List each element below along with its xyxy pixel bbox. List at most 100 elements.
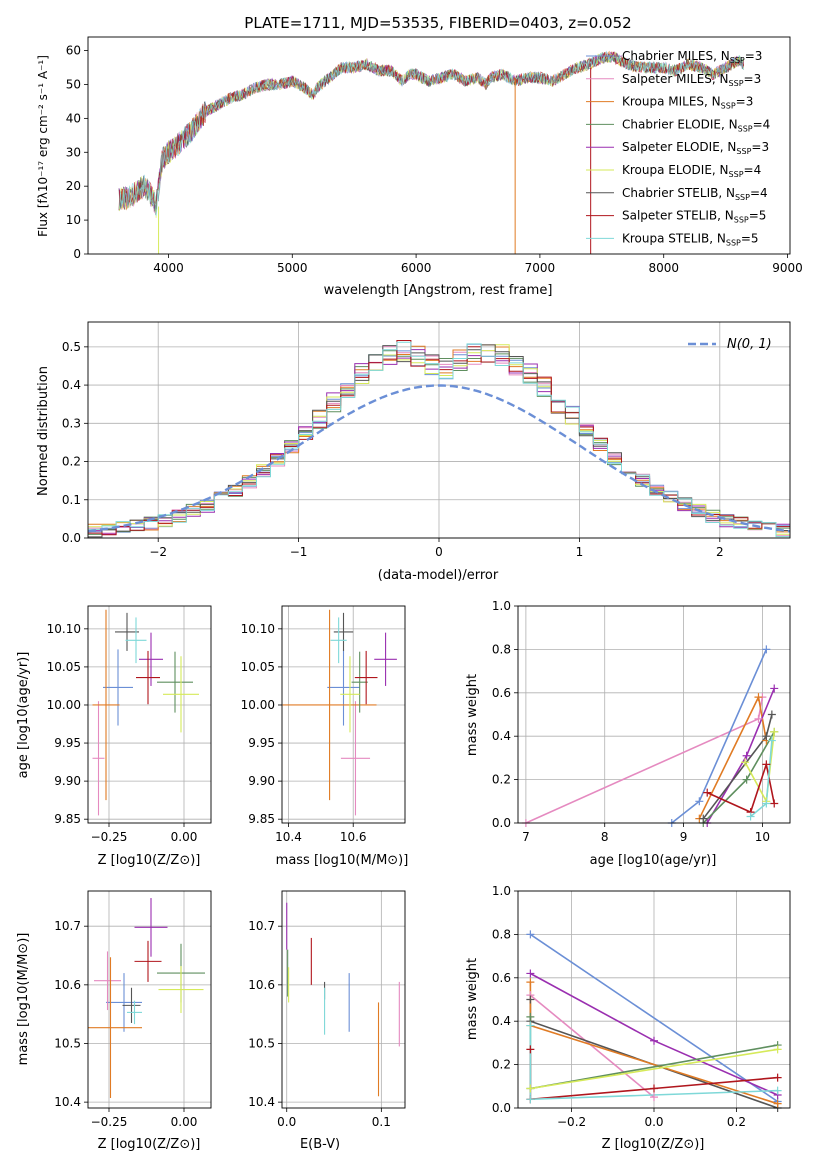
mass-age-ytick-label: 10.10 (241, 622, 275, 636)
z-weight-panel: −0.2 0.0 0.2 0.0 0.2 0.4 0.6 0.8 1.0 Z [log10(Z/… (465, 884, 791, 1152)
spectrum-ytick-label: 20 (66, 179, 81, 193)
spectrum-xtick-label: 6000 (401, 261, 432, 275)
z-weight-marker (526, 1021, 535, 1030)
age-weight-marker (762, 760, 771, 769)
z-weight-marker (650, 1036, 658, 1045)
age-weight-marker (767, 736, 776, 745)
spectrum-xtick-label: 4000 (153, 261, 184, 275)
z-mass-ylabel: mass [log10(M/M⊙)] (16, 933, 31, 1066)
z-mass-points (88, 898, 205, 1099)
residuals-ytick-label: 0.0 (62, 531, 81, 545)
ebv-mass-frame (281, 890, 406, 1109)
spectrum-ytick-label: 60 (66, 44, 81, 58)
z-age-ytick-label: 9.85 (54, 812, 81, 826)
z-weight-xlabel: Z [log10(Z/Z⊙)] (602, 1137, 705, 1152)
z-mass-ytick-label: 10.4 (54, 1095, 81, 1109)
age-weight-ytick-label: 0.4 (492, 729, 511, 743)
z-weight-ylabel: mass weight (465, 958, 480, 1040)
z-weight-marker (526, 930, 535, 939)
z-weight-marker (650, 1093, 658, 1102)
spectrum-xtick-label: 7000 (525, 261, 556, 275)
z-age-xlabel: Z [log10(Z/Z⊙)] (98, 853, 201, 868)
z-weight-ytick-label: 0.8 (492, 927, 511, 941)
mass-age-plot: 10.4 10.6 9.85 9.90 9.95 10.00 10.05 10.10 (241, 605, 406, 844)
age-weight-marker (767, 710, 776, 719)
z-age-ytick-label: 9.95 (54, 736, 81, 750)
z-weight-xtick-label: 0.2 (727, 1115, 746, 1129)
z-weight-ytick-label: 0.6 (492, 971, 511, 985)
z-age-xtick-label: −0.25 (91, 830, 128, 844)
age-weight-series-line (525, 696, 764, 823)
residuals-ytick-label: 0.2 (62, 455, 81, 469)
age-weight-marker (746, 812, 755, 821)
normal-curve (88, 384, 790, 533)
age-weight-xtick-label: 9 (680, 830, 688, 844)
z-age-ytick-label: 9.90 (54, 774, 81, 788)
spectrum-ylabel: Flux [fλ10⁻¹⁷ erg cm⁻² s⁻¹ A⁻¹] (36, 55, 50, 237)
residuals-xlabel: (data-model)/error (378, 568, 499, 583)
residuals-ytick-label: 0.4 (62, 378, 81, 392)
spectrum-series-line (118, 50, 744, 216)
ebv-mass-plot: 0.0 0.1 10.4 10.5 10.6 10.7 (248, 890, 406, 1129)
z-weight-frame (517, 890, 791, 1109)
z-mass-ytick-label: 10.5 (54, 1036, 81, 1050)
residuals-histogram (88, 344, 790, 538)
mass-age-ytick-label: 10.00 (241, 698, 275, 712)
residuals-xtick-label: 2 (716, 545, 724, 559)
spectrum-xtick-label: 8000 (648, 261, 679, 275)
age-weight-marker (742, 775, 751, 784)
z-weight-marker (526, 1012, 535, 1021)
z-weight-ytick-label: 0.4 (492, 1014, 511, 1028)
spectrum-lines (118, 50, 744, 254)
age-weight-ytick-label: 0.6 (492, 686, 511, 700)
z-mass-ytick-label: 10.6 (54, 978, 81, 992)
z-age-panel: −0.25 0.00 9.85 9.90 9.95 10.00 10.05 10.10 Z [… (16, 605, 212, 868)
spectrum-ytick-label: 0 (73, 247, 81, 261)
z-weight-marker (773, 1086, 782, 1095)
spectrum-xtick-label: 9000 (772, 261, 803, 275)
z-mass-plot: −0.25 0.00 10.4 10.5 10.6 10.7 (54, 890, 212, 1129)
age-weight-marker (754, 693, 763, 702)
z-weight-marker (526, 1045, 535, 1054)
age-weight-plot: 7 8 9 10 0.0 0.2 0.4 0.6 0.8 1.0 (492, 599, 791, 844)
mass-age-points (282, 609, 397, 816)
z-weight-series-line (530, 1048, 778, 1090)
mass-age-ytick-label: 9.90 (248, 774, 275, 788)
residuals-plot: −2 −1 0 1 2 0.0 0.1 0.2 0.3 0.4 0.5 N(0, 1) (62, 321, 791, 559)
ebv-mass-points (286, 902, 400, 1097)
figure-title: PLATE=1711, MJD=53535, FIBERID=0403, z=0… (244, 14, 631, 32)
age-weight-marker (762, 645, 771, 654)
residuals-ytick-label: 0.5 (62, 340, 81, 354)
z-weight-marker (650, 1084, 658, 1093)
residuals-ytick-label: 0.3 (62, 416, 81, 430)
residuals-ytick-label: 0.1 (62, 493, 81, 507)
age-weight-xtick-label: 8 (601, 830, 609, 844)
z-age-points (92, 609, 199, 816)
age-weight-marker (741, 758, 750, 767)
z-age-ytick-label: 10.10 (47, 622, 81, 636)
age-weight-marker (695, 797, 704, 806)
ebv-mass-panel: 0.0 0.1 10.4 10.5 10.6 10.7 E(B-V) (248, 890, 406, 1152)
z-age-ytick-label: 10.00 (47, 698, 81, 712)
age-weight-ytick-label: 0.2 (492, 773, 511, 787)
age-weight-marker (703, 788, 712, 797)
z-age-ytick-label: 10.05 (47, 660, 81, 674)
z-mass-frame (87, 890, 212, 1109)
spectrum-xtick-label: 5000 (277, 261, 308, 275)
spectrum-legend-label: Chabrier MILES, NSSP=3 (622, 49, 762, 65)
z-weight-marker (526, 1084, 535, 1093)
age-weight-marker (742, 751, 751, 760)
z-weight-marker (526, 995, 535, 1004)
age-weight-marker (762, 732, 771, 741)
spectrum-ytick-label: 30 (66, 145, 81, 159)
z-weight-ytick-label: 1.0 (492, 884, 511, 898)
residuals-lines (88, 340, 790, 538)
age-weight-xtick-label: 7 (522, 830, 530, 844)
spectrum-legend-label: Salpeter MILES, NSSP=3 (622, 72, 761, 88)
ebv-mass-xlabel: E(B-V) (300, 1137, 340, 1152)
mass-age-ytick-label: 10.05 (241, 660, 275, 674)
mass-age-xtick-label: 10.6 (340, 830, 367, 844)
residuals-ylabel: Normed distribution (36, 366, 51, 496)
age-weight-marker (770, 727, 779, 736)
spectrum-series-line (118, 51, 744, 210)
